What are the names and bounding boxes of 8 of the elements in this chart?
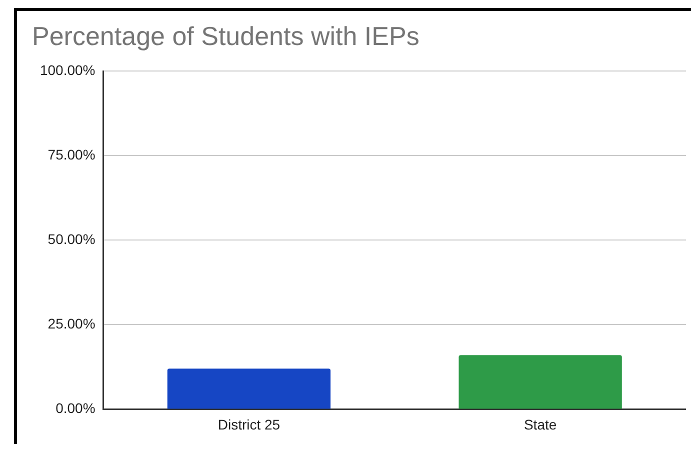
y-tick-label: 75.00% (48, 146, 96, 163)
x-tick-label: District 25 (218, 416, 280, 432)
y-tick-label: 50.00% (48, 231, 96, 248)
chart-title: Percentage of Students with IEPs (32, 20, 420, 51)
y-tick-label: 0.00% (56, 400, 96, 416)
y-tick-label: 100.00% (40, 62, 96, 78)
x-tick-label: State (524, 416, 557, 432)
y-tick-label: 25.00% (48, 316, 96, 332)
